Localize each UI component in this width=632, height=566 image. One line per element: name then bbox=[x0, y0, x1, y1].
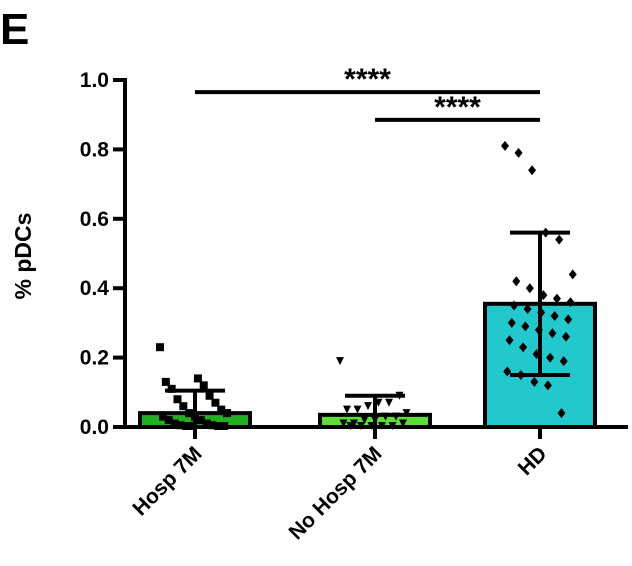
data-point bbox=[179, 402, 188, 411]
data-point bbox=[525, 283, 534, 294]
significance-label-0: **** bbox=[344, 63, 391, 96]
data-point bbox=[548, 328, 557, 339]
data-point bbox=[514, 147, 523, 158]
significance-layer: **** **** bbox=[195, 63, 540, 124]
data-point bbox=[519, 342, 528, 353]
data-point bbox=[156, 343, 164, 352]
data-point bbox=[568, 269, 577, 280]
data-point bbox=[543, 380, 552, 391]
data-point bbox=[158, 412, 167, 421]
y-tick-label: 1.0 bbox=[80, 69, 109, 92]
y-tick-label: 0.2 bbox=[80, 347, 109, 370]
data-point bbox=[523, 304, 532, 315]
data-point bbox=[528, 165, 537, 176]
significance-label-1: **** bbox=[434, 91, 481, 124]
data-point bbox=[353, 405, 362, 414]
data-point bbox=[350, 419, 358, 428]
data-point bbox=[552, 293, 561, 304]
data-point bbox=[364, 402, 372, 411]
data-point bbox=[521, 321, 530, 332]
data-point bbox=[557, 408, 566, 419]
data-point bbox=[223, 409, 232, 418]
data-point bbox=[339, 419, 348, 428]
y-axis-label-group: % pDCs bbox=[10, 213, 36, 300]
data-point bbox=[205, 391, 214, 400]
data-point bbox=[161, 377, 170, 386]
data-point bbox=[173, 395, 182, 404]
data-point bbox=[336, 357, 344, 366]
data-point bbox=[546, 352, 555, 363]
data-point bbox=[402, 409, 411, 418]
data-point bbox=[503, 366, 512, 377]
data-point bbox=[534, 324, 543, 335]
y-tick-label: 0.6 bbox=[80, 208, 109, 231]
data-point bbox=[193, 374, 202, 383]
data-point bbox=[399, 419, 407, 428]
data-point bbox=[202, 419, 211, 428]
category-label: Hosp 7M bbox=[128, 442, 206, 520]
data-point bbox=[167, 384, 176, 393]
data-point bbox=[507, 317, 516, 328]
y-tick-label: 0.8 bbox=[80, 138, 110, 161]
data-point bbox=[211, 398, 220, 407]
data-point bbox=[516, 369, 525, 380]
data-point bbox=[196, 416, 205, 425]
data-point bbox=[532, 349, 541, 360]
data-point bbox=[374, 398, 383, 407]
data-point bbox=[501, 140, 509, 151]
data-point bbox=[170, 419, 179, 428]
data-point bbox=[395, 391, 404, 400]
data-point bbox=[164, 416, 173, 425]
data-point bbox=[539, 290, 548, 301]
category-label: HD bbox=[514, 442, 552, 480]
data-point bbox=[566, 297, 575, 308]
data-point bbox=[217, 405, 226, 414]
data-point bbox=[381, 412, 390, 421]
data-point bbox=[561, 331, 570, 342]
y-tick-label: 0.0 bbox=[80, 416, 109, 439]
data-point bbox=[199, 381, 208, 390]
data-point bbox=[537, 307, 546, 318]
data-point bbox=[541, 227, 550, 238]
data-point bbox=[530, 376, 539, 387]
data-point bbox=[512, 276, 521, 287]
category-label: No Hosp 7M bbox=[284, 442, 386, 544]
data-point bbox=[505, 335, 514, 346]
data-point bbox=[555, 234, 564, 245]
data-point bbox=[360, 416, 369, 425]
data-point bbox=[510, 300, 519, 311]
data-point bbox=[385, 398, 393, 407]
y-tick-label: 0.4 bbox=[80, 277, 110, 300]
data-point bbox=[550, 310, 559, 321]
data-point bbox=[343, 405, 351, 414]
data-point bbox=[564, 314, 573, 325]
data-point bbox=[191, 412, 199, 421]
data-point bbox=[185, 409, 194, 418]
data-point bbox=[559, 356, 568, 367]
y-axis-label: % pDCs bbox=[10, 213, 36, 300]
data-point bbox=[371, 416, 379, 425]
data-point bbox=[392, 412, 400, 421]
panel-label: E bbox=[0, 5, 29, 54]
